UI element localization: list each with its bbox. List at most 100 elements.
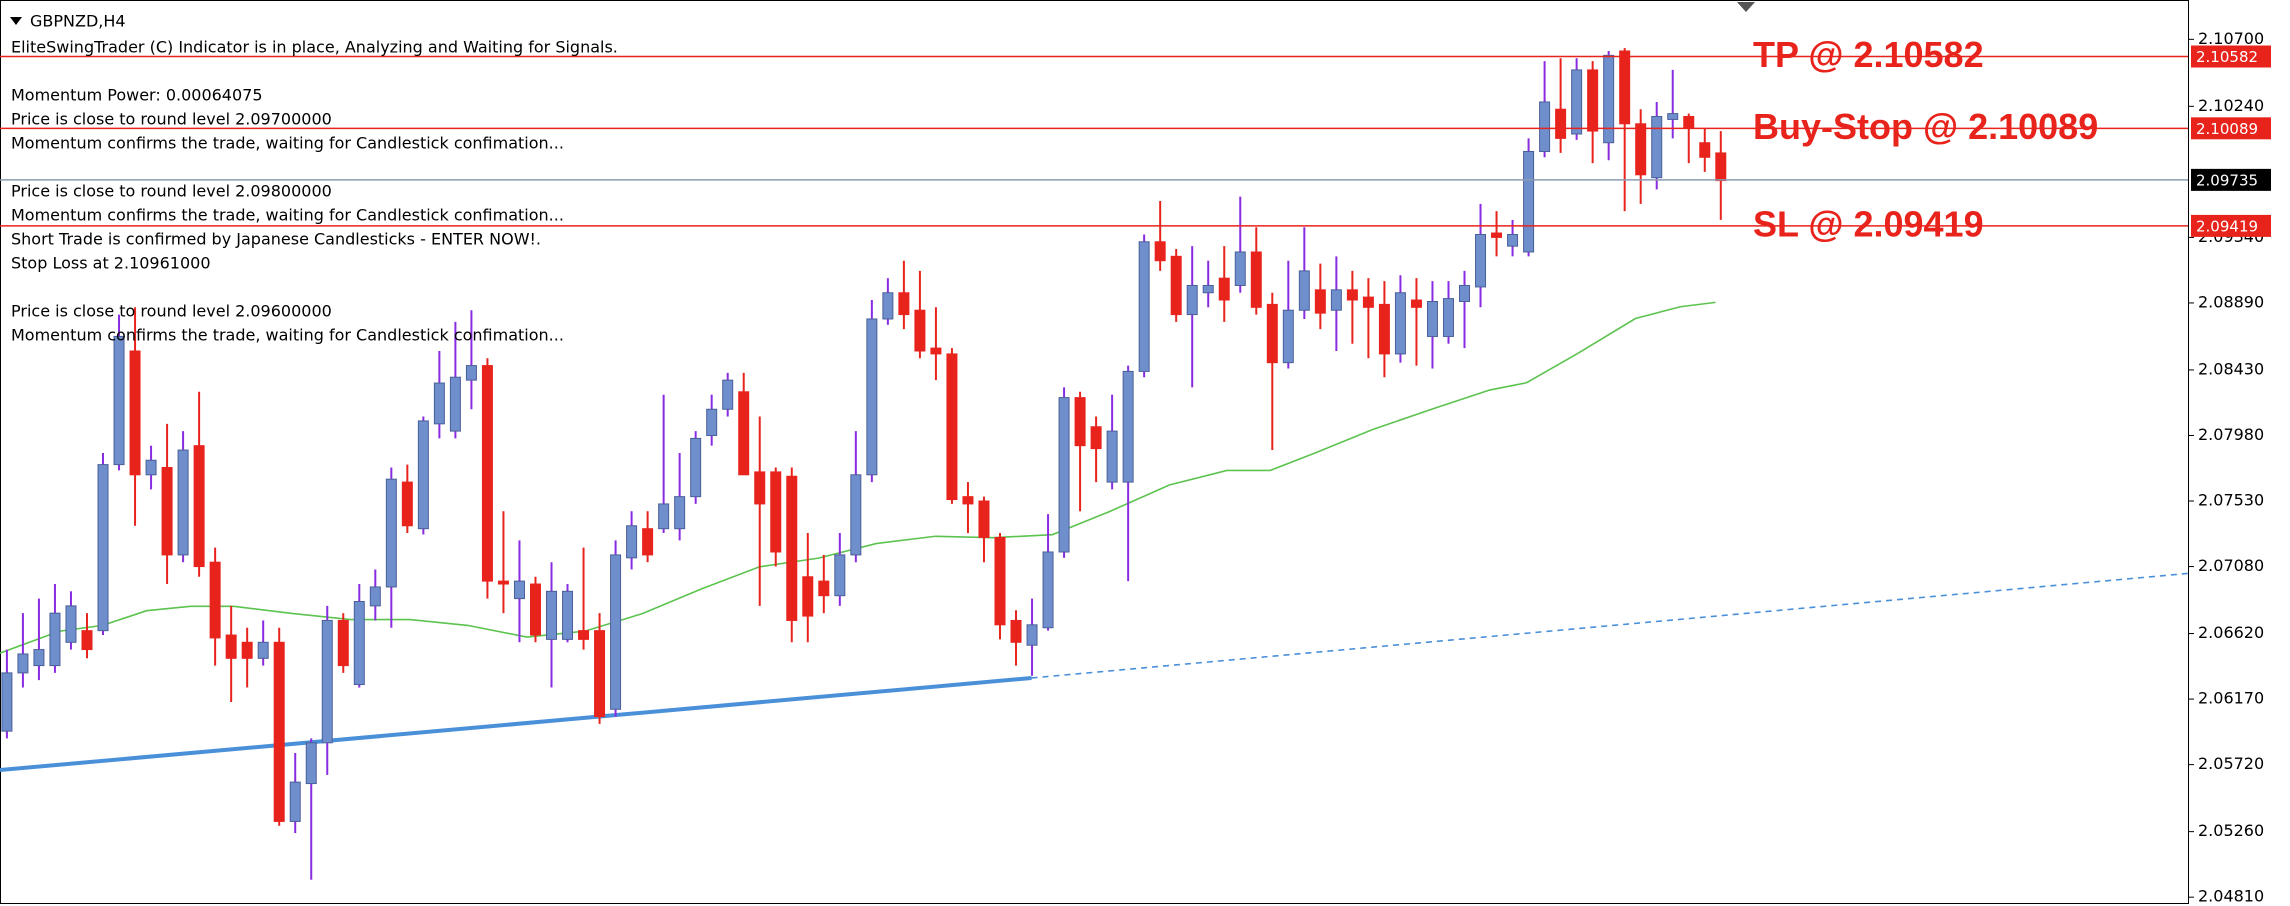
candle-body [385, 478, 397, 588]
candle-body [1186, 284, 1198, 316]
level-tag-bg [2191, 45, 2271, 68]
info-line: Momentum confirms the trade, waiting for… [11, 206, 564, 225]
candle-body [1587, 69, 1599, 132]
y-tick-label: 2.10700 [2198, 29, 2264, 48]
candle-body [1010, 619, 1022, 643]
candle-body [706, 408, 718, 436]
y-tick-label: 2.08890 [2198, 292, 2264, 311]
candle-body [754, 471, 766, 505]
info-line: Price is close to round level 2.09700000 [11, 110, 332, 129]
y-tick-label: 2.08430 [2198, 359, 2264, 378]
candle-body [129, 350, 141, 476]
candle-body [417, 420, 429, 530]
info-line: Momentum confirms the trade, waiting for… [11, 134, 564, 153]
candle-body [257, 641, 269, 659]
candle-body [642, 528, 654, 556]
trendline [0, 675, 1032, 773]
candle-body [962, 496, 974, 505]
level-tag: 2.09419 [2196, 217, 2258, 235]
candle-body [1523, 150, 1535, 253]
candle-body [802, 576, 814, 617]
y-tick-label: 2.07980 [2198, 425, 2264, 444]
candle-body [209, 561, 221, 639]
candle-body [946, 353, 958, 501]
candle-body [658, 503, 670, 530]
candle-body [1202, 284, 1214, 294]
candle-body [770, 471, 782, 553]
candle-body [1491, 232, 1503, 238]
candle-body [1330, 289, 1342, 311]
candle-body [626, 525, 638, 559]
current-price-tag: 2.09735 [2196, 171, 2258, 189]
candle-body [1298, 270, 1310, 311]
candle-body [1426, 300, 1438, 337]
candle-body [1218, 277, 1230, 301]
candle-body [818, 580, 830, 597]
info-line: Price is close to round level 2.09600000 [11, 302, 332, 321]
level-tag-bg [2191, 214, 2271, 237]
candle-body [1539, 101, 1551, 152]
info-line: Momentum Power: 0.00064075 [11, 86, 263, 105]
info-line: Short Trade is confirmed by Japanese Can… [11, 230, 541, 249]
candle-body [1170, 255, 1182, 316]
candle-body [1042, 551, 1054, 629]
candle-body [369, 586, 381, 607]
candle-body [1106, 430, 1118, 483]
candle-body [1619, 50, 1631, 125]
candle-body [449, 376, 461, 432]
candle-body [273, 641, 285, 822]
candle-body [1555, 108, 1567, 139]
candle-body [1, 672, 13, 732]
y-tick-label: 2.05720 [2198, 754, 2264, 773]
candle-body [610, 554, 622, 710]
candle-body [97, 464, 109, 632]
candle-body [914, 309, 926, 352]
candle-body [513, 580, 525, 600]
candle-body [1058, 397, 1070, 553]
candle-body [1410, 299, 1422, 308]
candle-body [578, 630, 590, 640]
candle-body [898, 292, 910, 316]
candle-body [225, 634, 237, 659]
candle-body [1026, 624, 1038, 646]
candle-body [289, 781, 301, 822]
candle-body [1571, 69, 1583, 135]
candle-body [33, 649, 45, 667]
candle-body [1266, 303, 1278, 364]
candle-body [1282, 309, 1294, 364]
symbol-menu-icon [10, 17, 22, 25]
info-line: Momentum confirms the trade, waiting for… [11, 326, 564, 345]
moving-average [0, 301, 1716, 654]
candle-body [1138, 241, 1150, 372]
current-price-tag-bg [2191, 168, 2271, 191]
candle-body [1651, 116, 1663, 179]
candle-body [353, 601, 365, 686]
candle-body [433, 382, 445, 425]
y-tick-label: 2.07530 [2198, 491, 2264, 510]
y-tick-label: 2.04810 [2198, 887, 2264, 906]
candle-body [1074, 397, 1086, 447]
plot-frame [0, 0, 2189, 904]
candle-body [145, 459, 157, 476]
candle-body [1635, 123, 1647, 176]
candle-body [49, 612, 61, 667]
candle-body [81, 630, 93, 651]
candle-body [241, 641, 253, 659]
candle-body [866, 318, 878, 476]
candle-body [465, 365, 477, 381]
y-tick-label: 2.07080 [2198, 556, 2264, 575]
candle-body [1234, 251, 1246, 286]
candle-body [1122, 370, 1134, 483]
candle-body [1250, 251, 1262, 308]
candle-body [674, 496, 686, 530]
level-label: TP @ 2.10582 [1753, 34, 1984, 75]
info-line: Stop Loss at 2.10961000 [11, 254, 211, 273]
candle-body [1667, 113, 1679, 120]
candle-body [1603, 54, 1615, 144]
y-tick-label: 2.10240 [2198, 96, 2264, 115]
candle-body [1507, 233, 1519, 247]
candle-body [1362, 296, 1374, 308]
candle-body [834, 554, 846, 597]
candle-body [738, 391, 750, 476]
